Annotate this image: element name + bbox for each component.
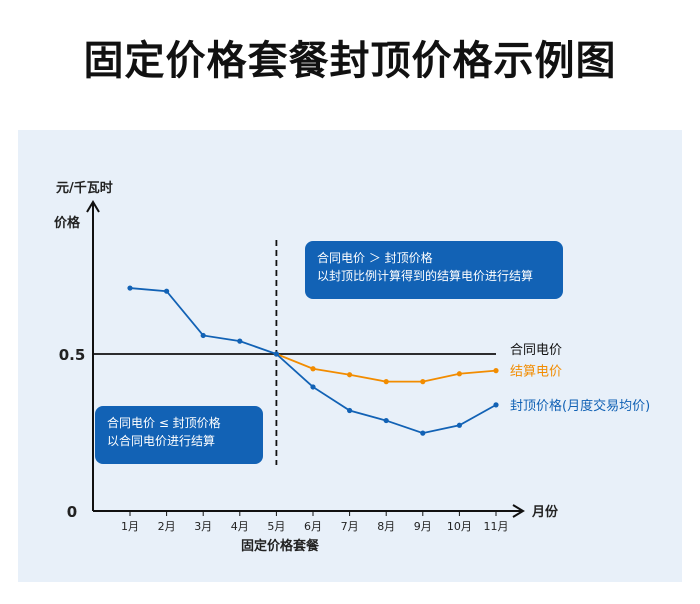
data-point	[383, 417, 389, 424]
data-point	[456, 422, 462, 428]
y-tick-label: 0	[67, 503, 77, 521]
page-title: 固定价格套餐封顶价格示例图	[83, 38, 617, 84]
x-tick-label: 1月	[121, 520, 139, 533]
x-axis-arrow	[512, 504, 525, 518]
y-axis-arrow	[86, 200, 100, 213]
x-tick-label: 4月	[231, 520, 249, 533]
data-point	[493, 368, 499, 374]
x-tick-label: 11月	[484, 520, 509, 533]
data-point	[420, 430, 426, 436]
series-line	[276, 353, 497, 383]
data-point	[347, 372, 353, 378]
data-point	[383, 379, 389, 385]
x-tick-label: 5月	[267, 520, 285, 533]
data-point	[347, 407, 353, 414]
series-label: 结算电价	[510, 365, 562, 380]
data-point	[310, 366, 316, 372]
data-point	[310, 384, 316, 390]
series-label: 合同电价	[510, 343, 562, 358]
x-tick-label: 10月	[447, 520, 472, 533]
data-point	[420, 379, 426, 385]
data-point	[273, 351, 279, 357]
x-tick-label: 7月	[341, 520, 359, 533]
x-tick-label: 3月	[194, 520, 212, 533]
series-label: 封顶价格(月度交易均价)	[510, 398, 650, 414]
x-tick-label: 6月	[304, 520, 322, 533]
data-point	[200, 332, 206, 339]
x-axis-name-label: 月份	[531, 504, 559, 520]
callout-above-cap-line2: 以封顶比例计算得到的结算电价进行结算	[317, 269, 534, 283]
chart-panel: 元/千瓦时价格月份固定价格套餐 0.5 0 1月 2月 3月 4月 5月 6月 7月 8月 9月 10月…	[18, 130, 682, 582]
data-point	[127, 285, 133, 291]
x-tick-label: 2月	[158, 520, 176, 533]
callout-above-cap: 合同电价 ＞ 封顶价格 以封顶比例计算得到的结算电价进行结算	[305, 241, 563, 299]
x-axis-title: 固定价格套餐	[241, 538, 320, 554]
callout-below-cap-line1: 合同电价 ≤ 封顶价格	[107, 416, 221, 430]
x-tick-label: 9月	[414, 520, 432, 533]
data-point	[456, 371, 462, 377]
data-point	[493, 402, 499, 408]
x-tick-label: 8月	[377, 520, 395, 533]
y-tick-label: 0.5	[59, 346, 86, 364]
callout-below-cap-line2: 以合同电价进行结算	[107, 434, 216, 448]
y-axis-unit-label: 元/千瓦时	[56, 180, 113, 196]
data-point	[164, 288, 170, 294]
data-point	[237, 338, 243, 344]
callout-below-cap: 合同电价 ≤ 封顶价格 以合同电价进行结算	[95, 406, 263, 464]
callout-above-cap-line1: 合同电价 ＞ 封顶价格	[317, 251, 433, 265]
y-axis-title: 价格	[54, 215, 81, 231]
